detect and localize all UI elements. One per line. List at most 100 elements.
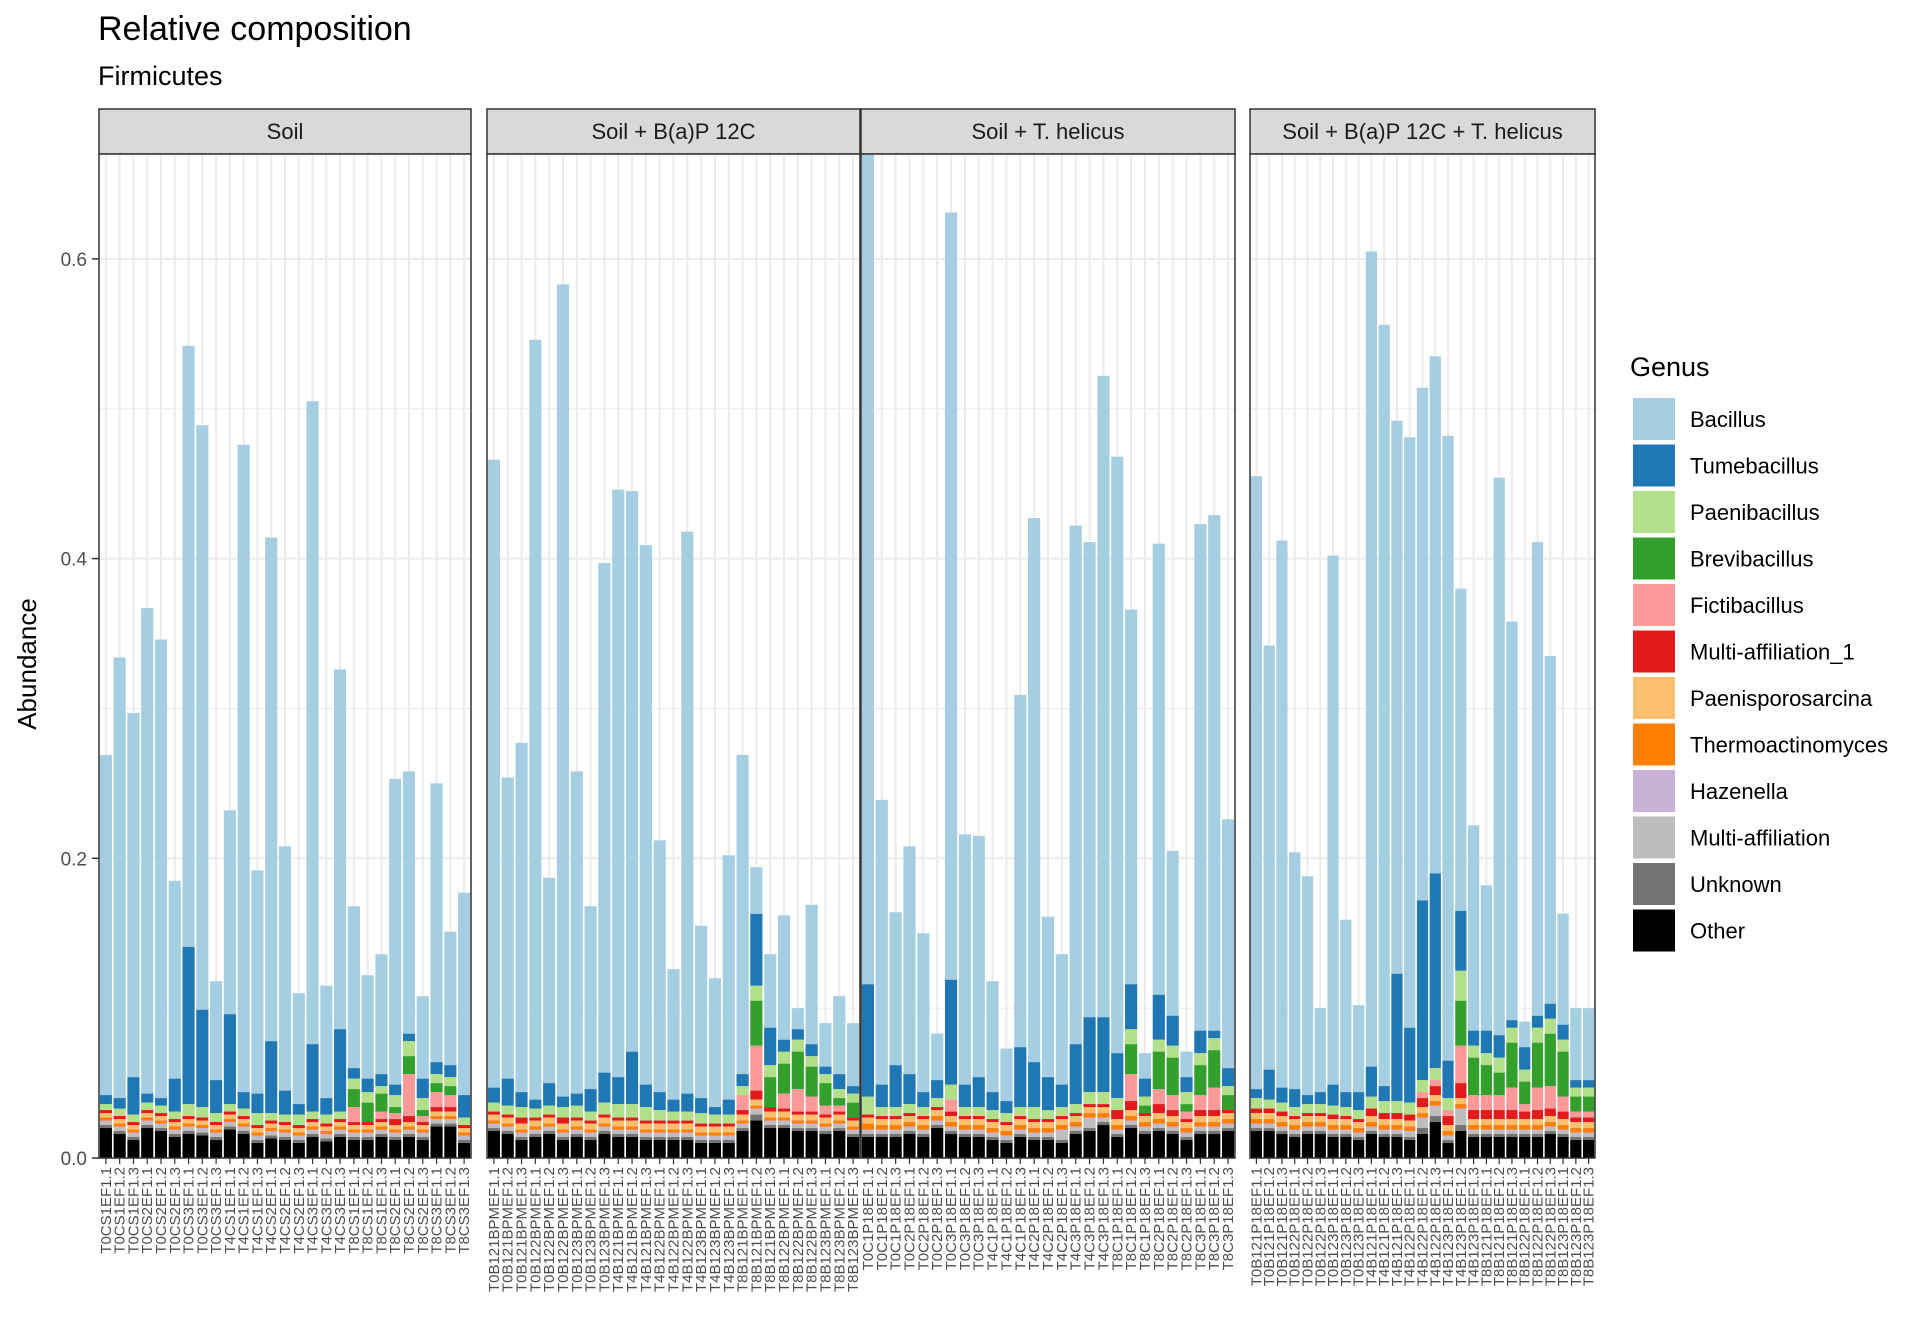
bar-segment-tumebacillus: [695, 1098, 708, 1114]
bar-segment-multi: [1467, 1131, 1480, 1135]
bar-segment-thermo: [430, 1116, 443, 1120]
bar-segment-paenisporosarcina: [903, 1116, 916, 1123]
bar-segment-multi1: [736, 1110, 749, 1115]
bar-segment-other: [361, 1140, 374, 1158]
bar-segment-tumebacillus: [1152, 994, 1165, 1040]
bar-segment-bacillus: [278, 846, 292, 1091]
bar-segment-thermo: [653, 1129, 666, 1133]
bar-segment-multi: [501, 1128, 514, 1132]
x-tick-label: T0B121BPMEF1.2: [500, 1167, 517, 1292]
bar-segment-tumebacillus: [223, 1014, 236, 1105]
bar-segment-hazenella: [113, 1126, 126, 1129]
stacked-bar: [402, 771, 416, 1158]
bar-segment-multi1: [584, 1120, 597, 1124]
x-tick-label: T8B122BPMEF1.3: [804, 1167, 821, 1292]
bar-segment-multi1: [1166, 1110, 1179, 1117]
bar-segment-thermo: [736, 1120, 749, 1124]
bar-segment-multi1: [375, 1119, 388, 1123]
bar-segment-multi1: [1455, 1083, 1467, 1099]
bar-segment-other: [1467, 1137, 1480, 1158]
stacked-bar: [819, 1023, 832, 1158]
bar-segment-paenibacillus: [972, 1107, 985, 1117]
bar-segment-tumebacillus: [1352, 1092, 1365, 1111]
stacked-bar: [1276, 540, 1288, 1158]
bar-segment-other: [292, 1143, 305, 1158]
bar-segment-unknown: [612, 1134, 625, 1138]
bar-segment-tumebacillus: [625, 1051, 639, 1105]
bar-segment-thermo: [861, 1123, 875, 1130]
bar-segment-paenisporosarcina: [764, 1111, 777, 1118]
bar-segment-bacillus: [1055, 954, 1068, 1085]
bar-segment-paenibacillus: [278, 1114, 292, 1123]
bar-segment-other: [1557, 1137, 1569, 1158]
bar-segment-other: [1166, 1134, 1179, 1158]
bar-segment-tumebacillus: [1263, 1069, 1275, 1100]
bar-segment-paenibacillus: [543, 1105, 556, 1115]
bar-segment-thermo: [1138, 1122, 1152, 1127]
x-tick-label: T0C1P18EF1.3: [888, 1167, 905, 1270]
bar-segment-bacillus: [598, 563, 611, 1073]
bar-segment-paenisporosarcina: [237, 1119, 250, 1124]
bar-segment-multi1: [556, 1117, 570, 1124]
bar-segment-multi: [1301, 1128, 1314, 1132]
bar-segment-hazenella: [223, 1122, 236, 1124]
bar-segment-tumebacillus: [361, 1078, 374, 1093]
bar-segment-thermo: [182, 1123, 195, 1127]
bar-segment-multi1: [1014, 1116, 1027, 1120]
bar-segment-thermo: [515, 1129, 528, 1133]
stacked-bar: [389, 778, 402, 1158]
bar-segment-unknown: [791, 1128, 804, 1132]
bar-segment-multi1: [847, 1117, 860, 1121]
bar-segment-unknown: [1111, 1134, 1124, 1138]
bar-segment-hazenella: [805, 1123, 818, 1126]
bar-segment-other: [598, 1134, 611, 1158]
bar-segment-multi: [819, 1128, 832, 1132]
bar-segment-unknown: [210, 1137, 223, 1141]
bar-segment-hazenella: [1582, 1132, 1595, 1135]
bar-segment-tumebacillus: [681, 1093, 694, 1112]
bar-segment-paenisporosarcina: [1314, 1116, 1326, 1123]
bar-segment-unknown: [625, 1134, 639, 1138]
bar-segment-thermo: [389, 1129, 402, 1133]
bar-segment-hazenella: [1327, 1129, 1339, 1132]
x-tick-label: T8B123P18EF1.1: [1555, 1167, 1572, 1286]
legend-label: Fictibacillus: [1690, 593, 1804, 618]
bar-segment-other: [1069, 1134, 1082, 1158]
bar-segment-fictibacillus: [805, 1096, 818, 1112]
stacked-bar: [223, 810, 236, 1158]
bar-segment-multi1: [833, 1111, 846, 1115]
bar-segment-hazenella: [1557, 1129, 1569, 1132]
bar-segment-hazenella: [389, 1132, 402, 1135]
bar-segment-other: [722, 1143, 735, 1158]
x-tick-label: T4B121P18EF1.2: [1376, 1167, 1393, 1286]
bar-segment-tumebacillus: [653, 1092, 666, 1111]
stacked-bar: [722, 855, 735, 1158]
stacked-bar: [1069, 525, 1082, 1158]
bar-segment-multi1: [361, 1122, 374, 1126]
bar-segment-multi: [515, 1134, 528, 1138]
facet-panels: SoilT0CS1EF1.1T0CS1EF1.2T0CS1EF1.3T0CS2E…: [98, 108, 1598, 1292]
bar-segment-multi1: [1276, 1111, 1288, 1117]
bar-segment-bacillus: [1028, 518, 1041, 1063]
stacked-bar: [1097, 375, 1110, 1158]
bar-segment-other: [515, 1140, 528, 1158]
bar-segment-paenibacillus: [1442, 1098, 1454, 1111]
legend-item: Tumebacillus: [1633, 444, 1819, 487]
stacked-bar: [444, 931, 457, 1158]
bar-segment-multi: [444, 1120, 457, 1124]
bar-segment-unknown: [875, 1134, 888, 1138]
bar-segment-multi1: [1391, 1113, 1403, 1120]
x-tick-label: T4C1P18EF1.2: [998, 1167, 1015, 1270]
panel-border: [98, 153, 472, 1159]
x-tick-label: T4B121P18EF1.3: [1389, 1167, 1406, 1286]
bar-segment-multi1: [944, 1111, 958, 1117]
bar-segment-unknown: [306, 1134, 319, 1138]
bar-segment-bacillus: [750, 867, 763, 914]
bar-segment-paenisporosarcina: [777, 1111, 791, 1118]
bar-segment-paenibacillus: [889, 1107, 902, 1117]
bar-segment-multi: [777, 1122, 791, 1126]
legend-swatch: [1633, 677, 1675, 719]
bar-segment-paenisporosarcina: [154, 1116, 168, 1121]
bar-segment-paenibacillus: [237, 1108, 250, 1117]
bar-segment-bacillus: [1391, 420, 1403, 974]
